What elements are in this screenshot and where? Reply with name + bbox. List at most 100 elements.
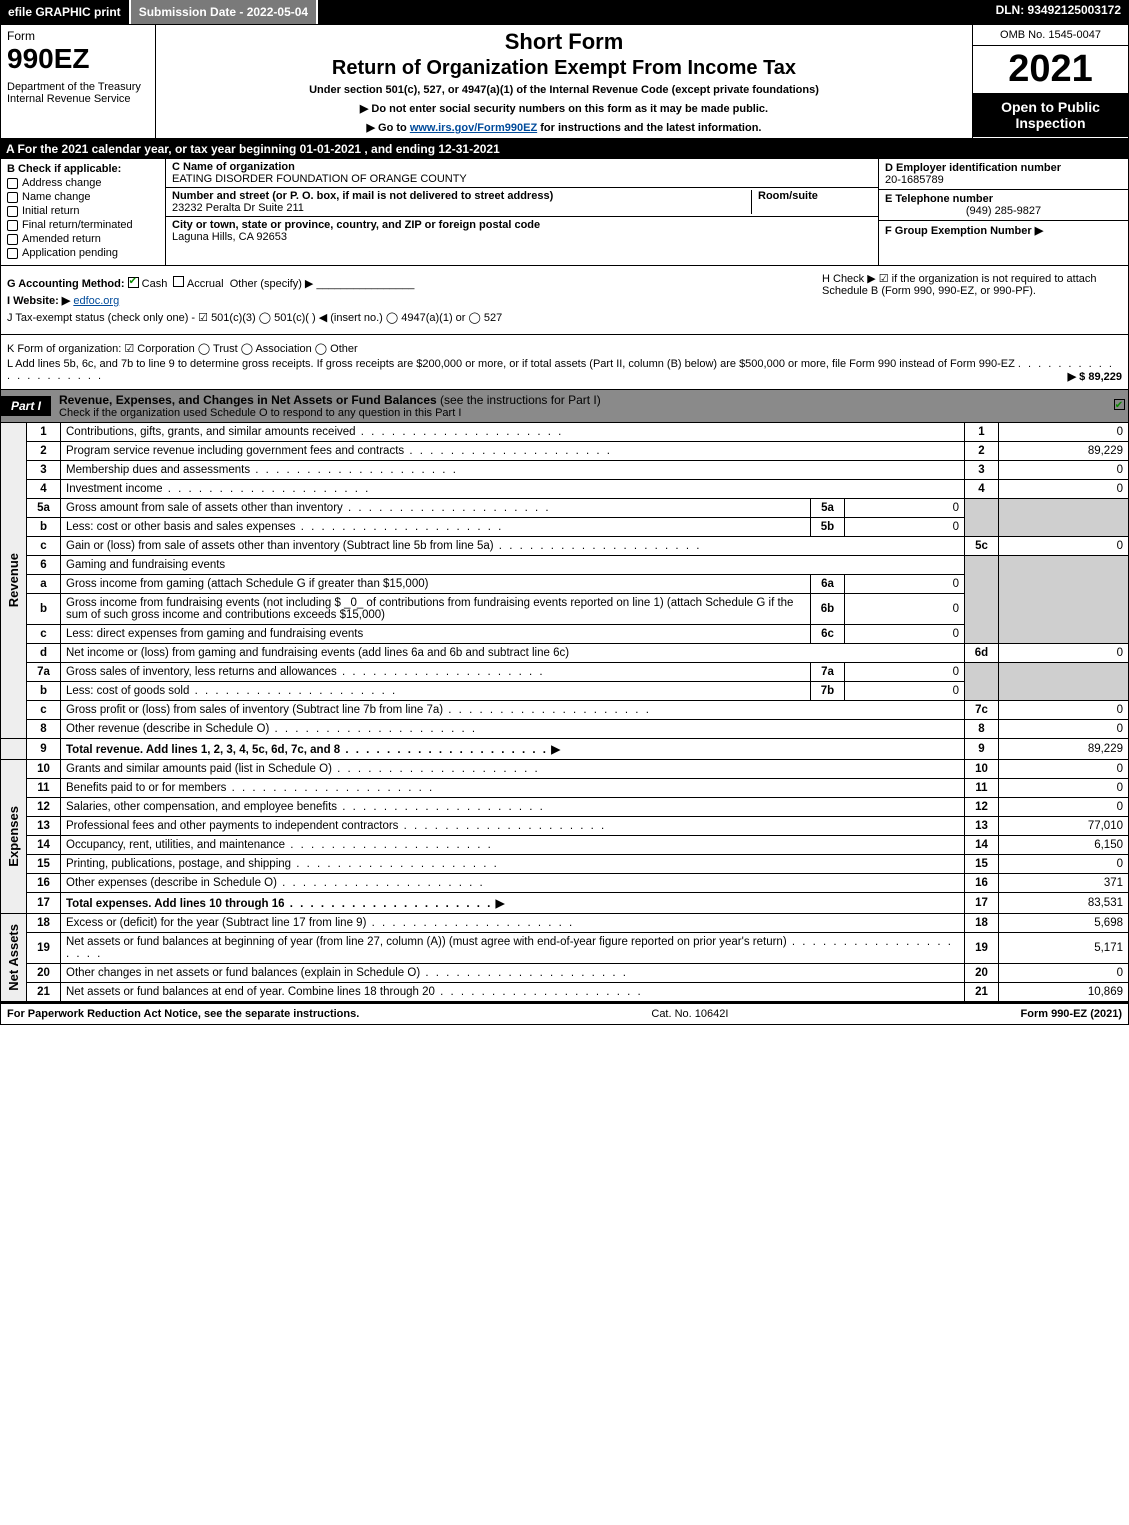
int-line-val: 0 <box>845 518 965 537</box>
line-num: 5a <box>27 499 61 518</box>
grey-cell <box>965 556 999 644</box>
table-row: 7a Gross sales of inventory, less return… <box>1 663 1129 682</box>
table-row: 3 Membership dues and assessments 3 0 <box>1 461 1129 480</box>
line-num: 19 <box>27 933 61 964</box>
line-num: 2 <box>27 442 61 461</box>
table-row: 14Occupancy, rent, utilities, and mainte… <box>1 836 1129 855</box>
instr2-post: for instructions and the latest informat… <box>537 122 761 134</box>
instruction-2: ▶ Go to www.irs.gov/Form990EZ for instru… <box>162 121 966 134</box>
website-link[interactable]: edfoc.org <box>73 295 119 307</box>
line-num: 13 <box>27 817 61 836</box>
table-row: 11Benefits paid to or for members110 <box>1 779 1129 798</box>
table-row: 16 Other expenses (describe in Schedule O… <box>1 874 1129 893</box>
expenses-vlabel: Expenses <box>6 806 21 867</box>
footer-left: For Paperwork Reduction Act Notice, see … <box>7 1008 359 1020</box>
line-desc: Contributions, gifts, grants, and simila… <box>66 426 356 438</box>
g-other: Other (specify) ▶ <box>230 278 314 290</box>
line-num: b <box>27 594 61 625</box>
line-desc: Less: cost of goods sold <box>66 685 189 697</box>
footer-right: Form 990-EZ (2021) <box>1021 1008 1122 1020</box>
line-amount: 371 <box>999 874 1129 893</box>
line-desc: Less: direct expenses from gaming and fu… <box>61 625 811 644</box>
line-ref: 13 <box>965 817 999 836</box>
line-ref: 18 <box>965 914 999 933</box>
int-line-val: 0 <box>845 682 965 701</box>
part-1-header: Part I Revenue, Expenses, and Changes in… <box>0 390 1129 423</box>
grey-cell <box>999 663 1129 701</box>
line-desc: Other expenses (describe in Schedule O) <box>66 877 277 889</box>
line-num: c <box>27 701 61 720</box>
header-middle: Short Form Return of Organization Exempt… <box>156 25 973 138</box>
line-desc: Gross income from fundraising events (no… <box>61 594 811 625</box>
g-cash: Cash <box>142 278 168 290</box>
line-num: d <box>27 644 61 663</box>
int-line-val: 0 <box>845 499 965 518</box>
line-ref: 7c <box>965 701 999 720</box>
line-amount: 6,150 <box>999 836 1129 855</box>
table-row: 17Total expenses. Add lines 10 through 1… <box>1 893 1129 914</box>
line-num: 16 <box>27 874 61 893</box>
checkbox-cash[interactable] <box>128 277 139 288</box>
line-desc: Program service revenue including govern… <box>66 445 404 457</box>
c-street-label: Number and street (or P. O. box, if mail… <box>172 190 553 202</box>
int-line-val: 0 <box>845 663 965 682</box>
checkbox-final-return[interactable] <box>7 220 18 231</box>
line-num: c <box>27 625 61 644</box>
line-num: 1 <box>27 423 61 442</box>
c-suite-label: Room/suite <box>758 190 818 202</box>
grey-cell <box>999 499 1129 537</box>
g-accrual: Accrual <box>187 278 224 290</box>
table-row: 15Printing, publications, postage, and s… <box>1 855 1129 874</box>
instr2-pre: ▶ Go to <box>367 122 410 134</box>
checkbox-schedule-o[interactable] <box>1114 399 1125 410</box>
line-num: 6 <box>27 556 61 575</box>
checkbox-initial-return[interactable] <box>7 206 18 217</box>
footer-mid: Cat. No. 10642I <box>651 1008 728 1020</box>
table-row: 4 Investment income 4 0 <box>1 480 1129 499</box>
blank-vside <box>1 739 27 760</box>
line-amount: 10,869 <box>999 983 1129 1002</box>
efile-label[interactable]: efile GRAPHIC print <box>0 0 131 24</box>
line-ref: 1 <box>965 423 999 442</box>
line-desc: Net assets or fund balances at beginning… <box>66 936 787 948</box>
chk-label: Address change <box>22 177 102 189</box>
form-title-1: Short Form <box>162 29 966 55</box>
line-num: 4 <box>27 480 61 499</box>
checkbox-address-change[interactable] <box>7 178 18 189</box>
topbar-spacer <box>318 0 987 24</box>
section-h: H Check ▶ ☑ if the organization is not r… <box>822 272 1122 328</box>
table-row: b Gross income from fundraising events (… <box>1 594 1129 625</box>
checkbox-accrual[interactable] <box>173 276 184 287</box>
line-amount: 5,698 <box>999 914 1129 933</box>
line-amount: 0 <box>999 423 1129 442</box>
line-desc: Occupancy, rent, utilities, and maintena… <box>66 839 285 851</box>
org-street: 23232 Peralta Dr Suite 211 <box>172 202 304 214</box>
line-desc: Excess or (deficit) for the year (Subtra… <box>66 917 366 929</box>
line-desc: Gross amount from sale of assets other t… <box>66 502 343 514</box>
chk-label: Amended return <box>22 233 101 245</box>
checkbox-name-change[interactable] <box>7 192 18 203</box>
line-amount: 89,229 <box>999 739 1129 760</box>
table-row: b Less: cost of goods sold 7b 0 <box>1 682 1129 701</box>
block-bcdef: B Check if applicable: Address change Na… <box>0 159 1129 266</box>
line-num: 7a <box>27 663 61 682</box>
line-amount: 0 <box>999 480 1129 499</box>
header-right: OMB No. 1545-0047 2021 Open to Public In… <box>973 25 1128 138</box>
checkbox-application-pending[interactable] <box>7 248 18 259</box>
line-ref: 8 <box>965 720 999 739</box>
line-ref: 2 <box>965 442 999 461</box>
section-b-header: B Check if applicable: <box>7 163 159 175</box>
line-desc: Total expenses. Add lines 10 through 16 <box>66 898 285 910</box>
line-desc: Membership dues and assessments <box>66 464 250 476</box>
header-left: Form 990EZ Department of the Treasury In… <box>1 25 156 138</box>
int-line-num: 6b <box>811 594 845 625</box>
line-amount: 0 <box>999 701 1129 720</box>
table-row: 6 Gaming and fundraising events <box>1 556 1129 575</box>
irs-link[interactable]: www.irs.gov/Form990EZ <box>410 122 537 134</box>
line-ref: 3 <box>965 461 999 480</box>
line-amount: 77,010 <box>999 817 1129 836</box>
line-desc: Gross profit or (loss) from sales of inv… <box>66 704 443 716</box>
grey-cell <box>999 556 1129 644</box>
lines-table: Revenue 1 Contributions, gifts, grants, … <box>0 423 1129 1002</box>
checkbox-amended-return[interactable] <box>7 234 18 245</box>
